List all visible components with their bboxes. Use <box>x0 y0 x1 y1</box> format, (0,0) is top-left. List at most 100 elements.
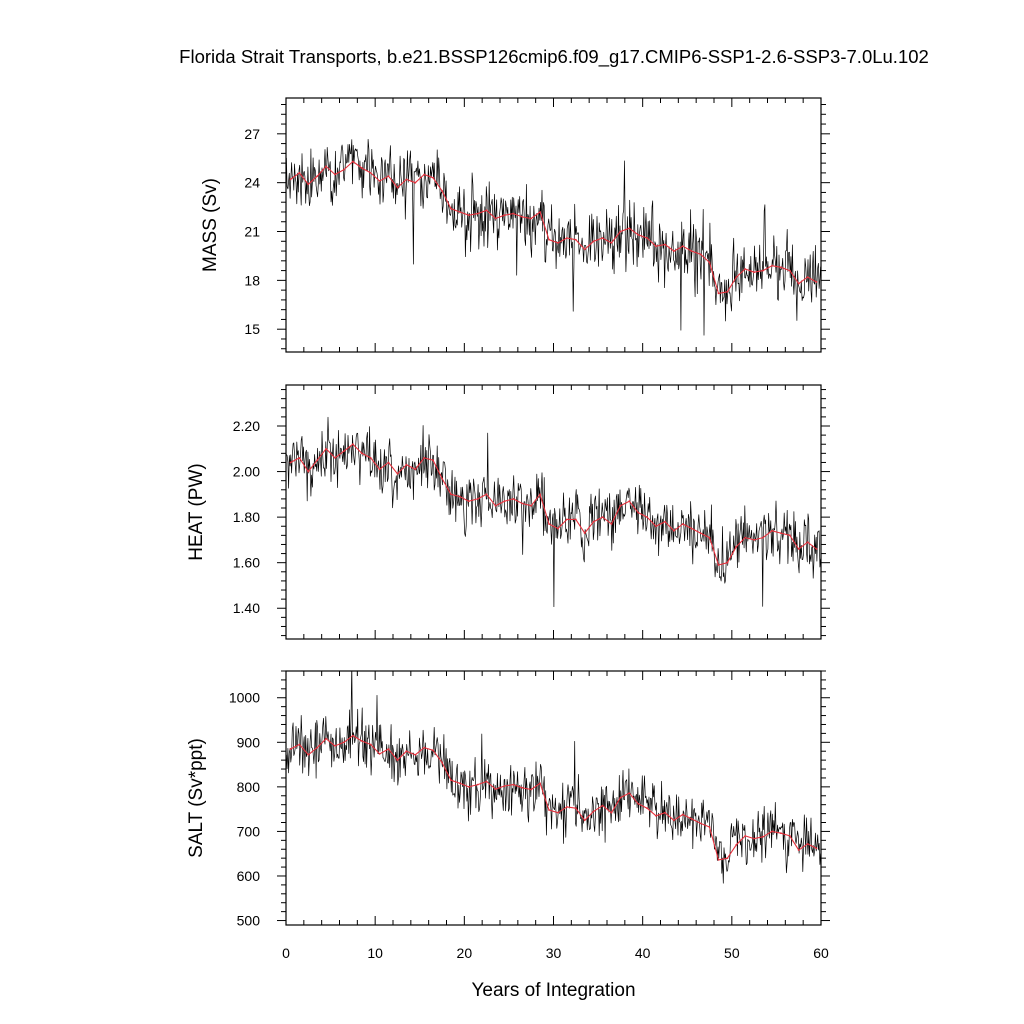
salt-annual-mean-point <box>708 826 711 828</box>
salt-annual-mean-point <box>352 734 354 737</box>
salt-annual-mean-point <box>806 843 809 845</box>
mass-ytick-label: 21 <box>244 224 260 240</box>
heat-annual-mean-point <box>673 529 675 532</box>
salt-ytick-label: 500 <box>237 913 261 929</box>
heat-annual-mean-point <box>360 452 363 455</box>
mass-annual-mean-point <box>521 216 524 218</box>
heat-annual-mean-point <box>396 472 399 475</box>
mass-annual-mean-point <box>673 250 675 253</box>
mass-annual-mean-point <box>592 240 595 243</box>
heat-annual-mean-point <box>557 527 559 530</box>
salt-annual-mean-point <box>334 745 336 747</box>
mass-annual-mean-point <box>771 264 773 267</box>
salt-annual-mean-point <box>762 835 764 838</box>
salt-annual-mean-point <box>298 743 301 746</box>
mass-annual-mean-point <box>664 243 666 246</box>
heat-annual-mean-point <box>815 548 818 550</box>
mass-annual-mean-point <box>735 276 738 278</box>
heat-ytick-label: 1.80 <box>233 509 260 525</box>
heat-ytick-label: 2.00 <box>233 464 260 480</box>
heat-annual-mean-point <box>610 523 613 525</box>
mass-annual-mean-point <box>405 178 408 181</box>
mass-ytick-label: 24 <box>244 175 260 191</box>
salt-ytick-label: 700 <box>237 823 261 839</box>
salt-panel: 500 600 700 800 900 1000 0 10 20 30 40 50 60 SALT (Sv… <box>186 670 830 1001</box>
salt-annual-mean-point <box>289 748 292 750</box>
mass-annual-mean-point <box>699 253 702 256</box>
heat-annual-mean-point <box>699 532 702 534</box>
heat-annual-mean-point <box>432 459 434 462</box>
salt-ytick-label: 600 <box>237 868 261 884</box>
mass-annual-mean-point <box>539 211 541 213</box>
salt-annual-mean-point <box>583 819 586 822</box>
heat-annual-mean-point <box>762 536 764 539</box>
heat-annual-mean-point <box>637 511 640 514</box>
mass-annual-mean-point <box>762 269 764 272</box>
salt-ytick-label: 900 <box>237 734 261 750</box>
salt-annual-mean-point <box>459 782 461 785</box>
heat-ytick-label: 1.60 <box>233 555 260 571</box>
heat-annual-mean-series <box>290 443 817 566</box>
salt-xtick-label: 30 <box>546 945 562 961</box>
heat-annual-mean-point <box>441 477 443 480</box>
mass-annual-mean-point <box>316 175 319 178</box>
mass-annual-mean-point <box>325 165 327 168</box>
mass-ylabel: MASS (Sv) <box>200 178 221 272</box>
salt-annual-mean-point <box>735 843 738 846</box>
mass-plot-frame <box>285 97 822 353</box>
salt-annual-mean-point <box>557 811 559 814</box>
heat-annual-mean-point <box>494 504 497 507</box>
heat-annual-mean-point <box>726 561 729 564</box>
mass-annual-mean-point <box>476 212 479 215</box>
salt-annual-mean-point <box>360 740 363 742</box>
salt-annual-mean-point <box>744 835 747 837</box>
salt-xtick-label: 10 <box>367 945 383 961</box>
heat-annual-mean-point <box>690 527 693 530</box>
heat-annual-mean-point <box>414 468 417 471</box>
heat-annual-mean-point <box>681 523 684 525</box>
salt-annual-mean-point <box>450 779 452 782</box>
mass-annual-mean-point <box>387 175 390 178</box>
heat-ytick-label: 2.20 <box>233 418 260 434</box>
salt-ytick-label: 1000 <box>229 690 260 706</box>
heat-panel: 1.40 1.60 1.80 2.00 2.20 HEAT (PW) <box>186 384 830 640</box>
salt-annual-mean-point <box>307 753 310 756</box>
mass-annual-mean-point <box>441 189 443 192</box>
heat-annual-mean-point <box>467 500 470 503</box>
salt-annual-mean-point <box>681 813 684 816</box>
heat-annual-mean-point <box>316 459 319 462</box>
salt-annual-mean-point <box>690 818 693 820</box>
salt-annual-mean-point <box>414 753 417 756</box>
mass-annual-mean-point <box>530 217 533 220</box>
heat-ylabel: HEAT (PW) <box>186 463 207 560</box>
mass-annual-mean-point <box>717 292 720 295</box>
heat-annual-mean-point <box>806 541 809 544</box>
heat-annual-mean-point <box>735 545 738 548</box>
mass-annual-mean-point <box>753 271 755 274</box>
mass-annual-mean-point <box>360 167 363 169</box>
salt-ylabel: SALT (Sv*ppt) <box>186 738 207 858</box>
salt-annual-mean-point <box>628 792 631 794</box>
salt-annual-mean-point <box>503 785 506 787</box>
mass-annual-mean-point <box>681 245 684 248</box>
mass-annual-mean-point <box>352 160 354 163</box>
mass-annual-mean-point <box>512 212 515 215</box>
mass-annual-mean-point <box>583 248 586 251</box>
heat-annual-mean-point <box>485 493 488 496</box>
mass-annual-mean-point <box>494 217 497 220</box>
heat-annual-mean-point <box>334 457 336 459</box>
salt-xtick-label: 60 <box>813 945 829 961</box>
salt-annual-mean-point <box>637 802 640 805</box>
salt-annual-mean-point <box>423 746 426 749</box>
salt-annual-mean-point <box>316 746 319 749</box>
salt-annual-mean-point <box>788 835 791 837</box>
salt-annual-mean-point <box>343 741 345 744</box>
heat-annual-mean-point <box>539 493 541 496</box>
heat-annual-mean-point <box>512 498 515 500</box>
heat-annual-mean-point <box>655 525 657 528</box>
salt-annual-mean-point <box>592 810 595 813</box>
salt-annual-mean-series <box>290 735 817 861</box>
mass-annual-mean-point <box>557 242 559 244</box>
heat-annual-mean-point <box>343 450 345 452</box>
heat-annual-mean-point <box>423 457 426 459</box>
